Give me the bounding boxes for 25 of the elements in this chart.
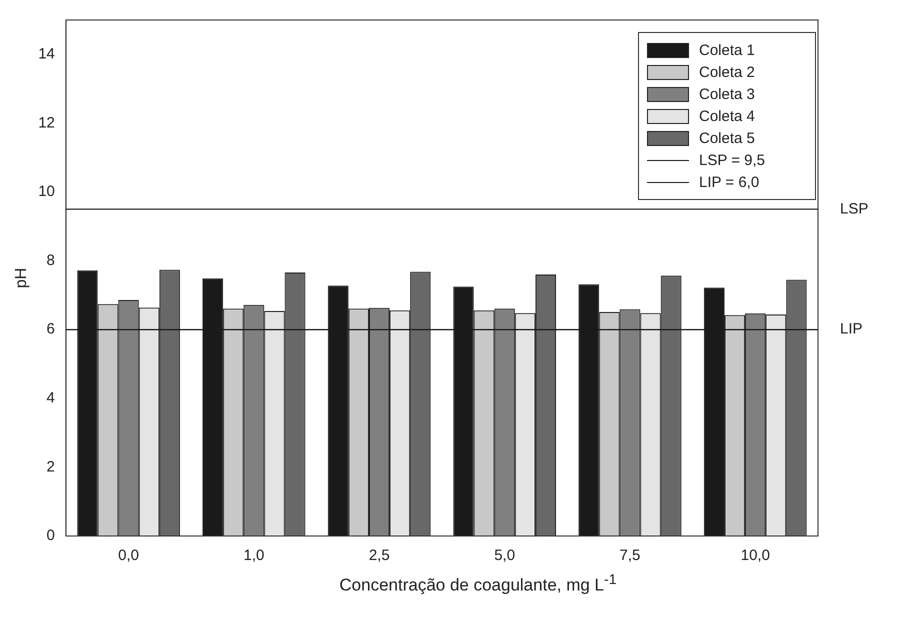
ref-line-label: LSP <box>840 200 868 218</box>
y-axis-title: pH <box>13 268 30 288</box>
y-tick-label: 6 <box>46 320 55 338</box>
x-axis-title: Concentração de coagulante, mg L$^{-1}$ <box>338 572 618 596</box>
x-tick-label: 0,0 <box>118 547 139 564</box>
legend-label: Coleta 3 <box>699 86 755 102</box>
x-tick-label: 2,5 <box>368 547 390 564</box>
y-tick-label: 2 <box>46 458 55 476</box>
legend-label: Coleta 2 <box>699 64 755 80</box>
x-tick-label: 10,0 <box>740 547 770 564</box>
legend-label: Coleta 4 <box>699 108 755 124</box>
y-tick-label: 14 <box>38 46 55 63</box>
annotation: LIP = 6,0 <box>699 174 760 190</box>
x-tick-label: 1,0 <box>243 547 264 564</box>
y-tick-label: 4 <box>46 390 55 407</box>
y-tick-label: 0 <box>46 527 55 544</box>
legend-label: Coleta 5 <box>699 130 755 146</box>
y-tick-label: 8 <box>46 252 55 269</box>
x-tick-label: 5,0 <box>494 547 516 564</box>
annotation: LSP = 9,5 <box>699 152 766 168</box>
y-tick-label: 10 <box>38 183 55 200</box>
ref-line-label: LIP <box>840 320 863 338</box>
y-tick-label: 12 <box>38 114 55 132</box>
legend-label: Coleta 1 <box>699 42 755 58</box>
x-tick-label: 7,5 <box>620 547 640 564</box>
